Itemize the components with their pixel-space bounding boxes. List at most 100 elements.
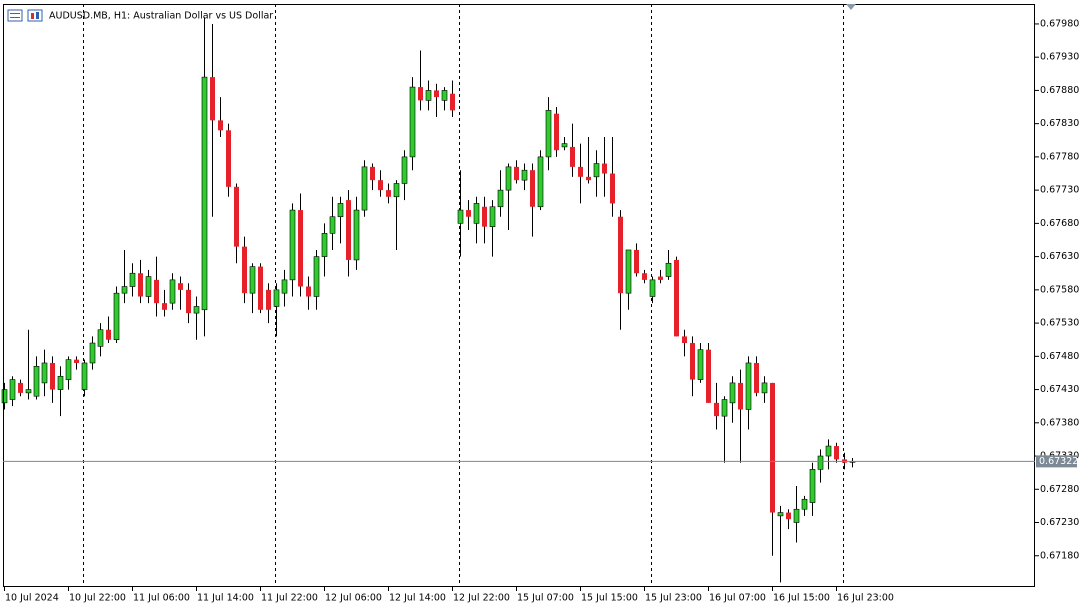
x-tick-label: 12 Jul 14:00 xyxy=(389,593,446,604)
candle-body xyxy=(682,336,687,344)
x-tick-label: 11 Jul 14:00 xyxy=(197,593,254,604)
candle-body xyxy=(346,200,351,260)
candle-body xyxy=(409,86,416,158)
candle-body xyxy=(530,170,535,207)
candle-body xyxy=(97,329,104,347)
candle-body xyxy=(178,283,183,290)
candle-body xyxy=(809,469,816,503)
candle-body xyxy=(434,90,439,98)
candle-body xyxy=(754,362,759,393)
y-tick-label: 0.67980 xyxy=(1040,18,1079,29)
candle-body xyxy=(649,279,656,297)
candle-body xyxy=(249,266,256,294)
candle-body xyxy=(610,173,615,204)
candle-body xyxy=(370,166,375,181)
x-tick-label: 16 Jul 15:00 xyxy=(773,593,830,604)
candle-body xyxy=(329,216,336,234)
y-tick-label: 0.67730 xyxy=(1040,185,1079,196)
candle-body xyxy=(121,286,128,294)
current-price-box xyxy=(1036,455,1077,468)
candle-body xyxy=(466,210,471,217)
candle-body xyxy=(473,203,480,224)
candle-body xyxy=(593,163,600,178)
candle-body xyxy=(266,289,271,310)
candle-body xyxy=(441,90,448,101)
candle-body xyxy=(1,389,8,404)
candle-body xyxy=(834,446,839,460)
candle-body xyxy=(489,206,496,227)
candle-body xyxy=(586,176,591,181)
candle-body xyxy=(658,276,663,280)
x-tick-label: 10 Jul 2024 xyxy=(5,593,59,604)
candle-body xyxy=(186,289,191,314)
x-tick-label: 15 Jul 23:00 xyxy=(645,593,702,604)
candle-body xyxy=(570,146,575,167)
candle-body xyxy=(218,120,223,131)
y-tick-label: 0.67230 xyxy=(1040,517,1079,528)
candle-body xyxy=(721,399,728,417)
candle-body xyxy=(505,166,512,191)
candle-body xyxy=(361,166,368,211)
icon-chart[interactable] xyxy=(27,9,43,22)
candle-body xyxy=(450,93,455,111)
candle-body xyxy=(425,90,432,101)
candle-body xyxy=(18,382,23,393)
candle-body xyxy=(514,166,519,181)
candle-body xyxy=(401,156,408,184)
candle-body xyxy=(289,209,296,281)
candle-body xyxy=(57,375,64,390)
candle-body xyxy=(386,190,391,197)
candle-body xyxy=(690,343,695,380)
candle-body xyxy=(697,349,704,380)
candle-body xyxy=(154,279,159,304)
plot-frame xyxy=(3,4,1035,587)
x-tick-label: 16 Jul 23:00 xyxy=(837,593,894,604)
candle-body xyxy=(129,272,136,287)
candle-body xyxy=(201,76,208,311)
candle-body xyxy=(418,87,423,101)
candle-body xyxy=(706,349,711,403)
candle-body xyxy=(306,286,311,297)
candle-body xyxy=(33,365,40,397)
candle-body xyxy=(625,249,632,294)
candle-body xyxy=(106,329,111,340)
candle-body xyxy=(770,382,775,513)
candle-body xyxy=(817,455,824,470)
candle-body xyxy=(618,216,623,294)
candle-body xyxy=(537,156,544,208)
icon-bar xyxy=(36,12,39,19)
candle-body xyxy=(41,362,48,384)
shift-marker[interactable] xyxy=(846,4,856,10)
x-tick-label: 12 Jul 22:00 xyxy=(453,593,510,604)
candle-body xyxy=(210,77,215,121)
y-tick-label: 0.67180 xyxy=(1040,550,1079,561)
icon-list[interactable] xyxy=(7,9,23,22)
candle-body xyxy=(393,183,400,198)
toolbar-icons[interactable] xyxy=(7,9,43,22)
candle-body xyxy=(545,110,552,158)
candle-body xyxy=(313,256,320,297)
candle-body xyxy=(738,382,743,410)
candle-body xyxy=(273,289,280,307)
y-tick-label: 0.67480 xyxy=(1040,351,1079,362)
x-tick-label: 16 Jul 07:00 xyxy=(709,593,766,604)
x-tick-label: 11 Jul 06:00 xyxy=(133,593,190,604)
chart-title: AUDUSD.MB, H1: Australian Dollar vs US D… xyxy=(49,11,273,22)
candle-body xyxy=(457,209,464,224)
y-tick-label: 0.67380 xyxy=(1040,417,1079,428)
candle-body xyxy=(298,210,303,287)
y-tick-label: 0.67580 xyxy=(1040,284,1079,295)
candle-body xyxy=(321,233,328,257)
candle-body xyxy=(497,189,504,208)
candle-body xyxy=(825,445,832,457)
candle-body xyxy=(561,143,568,148)
candle-body xyxy=(634,249,639,274)
candle-body xyxy=(242,246,247,294)
y-tick-label: 0.67930 xyxy=(1040,52,1079,63)
candle-body xyxy=(169,279,176,304)
candle-body xyxy=(482,206,487,227)
candle-body xyxy=(337,203,344,218)
icon-bar xyxy=(31,13,34,19)
